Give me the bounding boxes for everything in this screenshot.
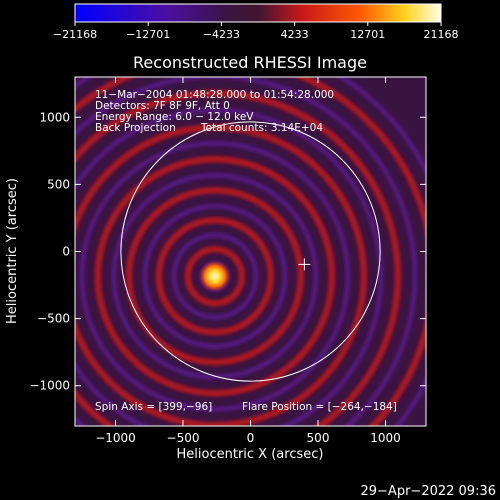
chart-title: Reconstructed RHESSI Image [133,53,367,72]
y-axis-label: Heliocentric Y (arcsec) [5,178,20,324]
ring [75,107,384,426]
x-axis-ticks: −1000 −500 0 500 1000 [95,77,401,445]
annotation-method: Back Projection [95,122,176,134]
ring [75,90,402,426]
ring [111,172,319,380]
annotation-energy: Energy Range: 6.0 − 12.0 keV [95,111,254,123]
ring [171,232,259,320]
y-tick-label: −1000 [29,379,70,393]
x-tick-label: 0 [247,431,255,445]
colorbar-ticks: −21168 −12701 −4233 4233 12701 21168 [53,22,459,41]
ring [79,140,351,412]
annotation-time: 11−Mar−2004 01:48:28.000 to 01:54:28.000 [95,89,334,101]
annotation-counts: Total counts: 3.14E+04 [200,122,323,134]
ring [142,203,288,349]
x-axis-label: Heliocentric X (arcsec) [177,447,324,462]
annotation-detectors: Detectors: 7F 8F 9F, Att 0 [95,100,230,112]
colorbar: −21168 −12701 −4233 4233 12701 21168 [53,3,459,41]
solar-disk-limb [120,121,381,382]
annotation-spin-axis: Spin Axis = [399,−96] [95,401,212,413]
colorbar-tick-label: 12701 [350,28,385,41]
x-tick-label: 500 [307,431,330,445]
y-tick-label: −500 [37,312,70,326]
ring [125,186,305,366]
plot-image [75,77,426,426]
colorbar-tick-label: −21168 [53,28,97,41]
colorbar-gradient [74,3,442,23]
colorbar-tick-label: 4233 [281,28,309,41]
footer-timestamp: 29−Apr−2022 09:36 [361,484,497,499]
y-tick-label: 0 [62,245,70,259]
x-tick-label: −1000 [95,431,136,445]
x-tick-label: −500 [167,431,200,445]
flare-source [198,260,231,293]
annotation-flare-position: Flare Position = [−264,−184] [242,401,397,413]
y-tick-label: 1000 [39,110,70,124]
ring [75,77,418,426]
x-tick-label: 1000 [370,431,401,445]
spin-axis-marker [298,258,311,271]
ring [184,245,246,307]
colorbar-tick-label: −4233 [203,28,240,41]
colorbar-tick-label: −12701 [126,28,170,41]
y-axis-ticks: −1000 −500 0 500 1000 [29,110,426,393]
y-tick-label: 500 [47,177,70,191]
ring [94,155,336,397]
ring [155,216,275,336]
colorbar-tick-label: 21168 [424,28,459,41]
